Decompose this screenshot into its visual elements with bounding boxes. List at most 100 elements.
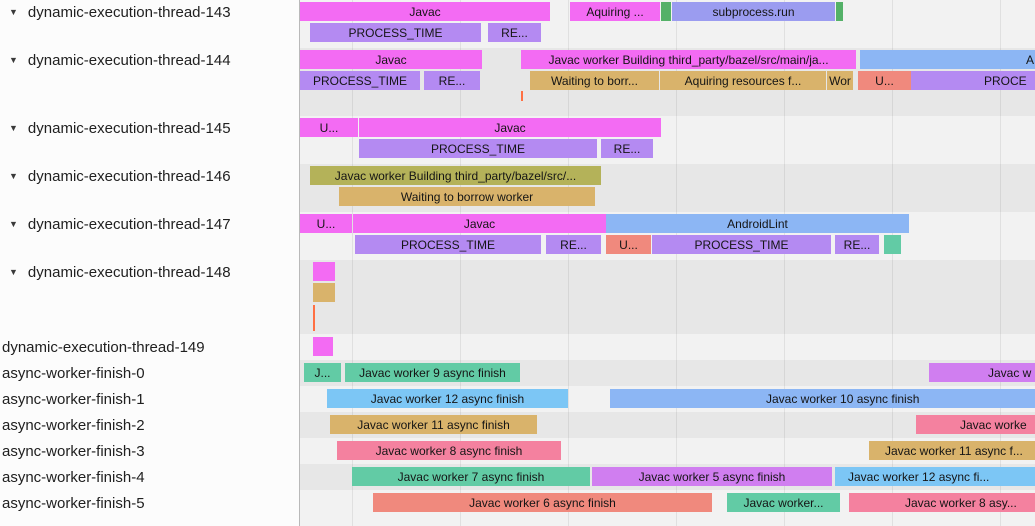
track-name-label: dynamic-execution-thread-147 [27, 215, 231, 233]
slice-javac[interactable]: Javac [300, 50, 482, 69]
slice-label: RE... [560, 237, 587, 252]
slice-unlabeled[interactable] [313, 262, 335, 281]
collapse-triangle-icon[interactable]: ▼ [9, 7, 18, 17]
slice-u[interactable]: U... [300, 214, 352, 233]
slice-re[interactable]: RE... [601, 139, 653, 158]
slice-javac[interactable]: Javac [359, 118, 661, 137]
slice-javac-worker-6-async-finish[interactable]: Javac worker 6 async finish [373, 493, 712, 512]
slice-javac-worker-building-third-party-bazel-src-main-ja[interactable]: Javac worker Building third_party/bazel/… [521, 50, 856, 69]
slice-javac-worker-7-async-finish[interactable]: Javac worker 7 async finish [352, 467, 590, 486]
sidebar-track-filler [0, 516, 299, 526]
slice-unlabeled[interactable] [313, 283, 335, 302]
slice-process-time[interactable]: PROCESS_TIME [355, 235, 541, 254]
slice-subprocess-run[interactable]: subprocess.run [672, 2, 835, 21]
sidebar-track-async-worker-finish-2[interactable]: async-worker-finish-2 [0, 412, 299, 438]
slice-javac-worker-8-async-finish[interactable]: Javac worker 8 async finish [337, 441, 561, 460]
slice-j[interactable]: J... [304, 363, 341, 382]
sidebar-track-async-worker-finish-5[interactable]: async-worker-finish-5 [0, 490, 299, 516]
slice-label: AndroidLint [727, 216, 788, 231]
slice-javac-w[interactable]: Javac w [929, 363, 1035, 382]
gridline [352, 0, 353, 526]
slice-androidlint[interactable]: AndroidLint [606, 214, 909, 233]
slice-u[interactable]: U... [606, 235, 651, 254]
slice-javac-worker-5-async-finish[interactable]: Javac worker 5 async finish [592, 467, 832, 486]
sidebar-track-async-worker-finish-0[interactable]: async-worker-finish-0 [0, 360, 299, 386]
timeline-track-dynamic-execution-thread-149 [300, 334, 1035, 360]
collapse-triangle-icon[interactable]: ▼ [9, 123, 18, 133]
slice-label: PROCESS_TIME [694, 237, 789, 252]
timeline-track-async-worker-finish-0: J... Javac worker 9 async finish Javac w [300, 360, 1035, 386]
slice-javac-worker-11-async-f[interactable]: Javac worker 11 async f... [869, 441, 1035, 460]
slice-re[interactable]: RE... [488, 23, 541, 42]
collapse-triangle-icon[interactable]: ▼ [9, 171, 18, 181]
slice-process-time[interactable]: PROCESS_TIME [300, 71, 420, 90]
slice-u[interactable]: U... [858, 71, 911, 90]
slice-javac-worker-9-async-finish[interactable]: Javac worker 9 async finish [345, 363, 520, 382]
slice-waiting-to-borr[interactable]: Waiting to borr... [530, 71, 659, 90]
slice-javac-worker-8-asy[interactable]: Javac worker 8 asy... [849, 493, 1035, 512]
track-name-label: async-worker-finish-4 [2, 468, 145, 486]
slice-label: Javac [494, 120, 526, 135]
timeline-track-dynamic-execution-thread-147: U... Javac AndroidLint PROCESS_TIME RE... U..… [300, 212, 1035, 260]
timeline-track-async-worker-finish-3: Javac worker 8 async finish Javac worker … [300, 438, 1035, 464]
slice-javac-worke[interactable]: Javac worke [916, 415, 1035, 434]
slice-wor[interactable]: Wor [827, 71, 853, 90]
slice-javac-worker-10-async-finish[interactable]: Javac worker 10 async finish [610, 389, 1035, 408]
slice-javac-worker-12-async-finish[interactable]: Javac worker 12 async finish [327, 389, 568, 408]
slice-unlabeled[interactable] [661, 2, 671, 21]
sidebar-track-async-worker-finish-3[interactable]: async-worker-finish-3 [0, 438, 299, 464]
slice-u[interactable]: U... [300, 118, 358, 137]
slice-re[interactable]: RE... [835, 235, 879, 254]
slice-label: Javac worker 5 async finish [638, 469, 786, 484]
slice-proce[interactable]: PROCE [911, 71, 1035, 90]
slice-label: Javac [409, 4, 441, 19]
slice-waiting-to-borrow-worker[interactable]: Waiting to borrow worker [339, 187, 595, 206]
slice-javac-worker[interactable]: Javac worker... [727, 493, 840, 512]
slice-process-time[interactable]: PROCESS_TIME [310, 23, 481, 42]
flow-marker [313, 305, 315, 331]
slice-label: RE... [843, 237, 871, 252]
sidebar-track-dynamic-execution-thread-144[interactable]: ▼ dynamic-execution-thread-144 [0, 48, 299, 116]
slice-unlabeled[interactable] [836, 2, 843, 21]
sidebar-track-dynamic-execution-thread-148[interactable]: ▼ dynamic-execution-thread-148 [0, 260, 299, 334]
slice-label: Javac worker Building third_party/bazel/… [334, 168, 577, 183]
slice-label: Javac worker 10 async finish [766, 391, 920, 406]
collapse-triangle-icon[interactable]: ▼ [9, 219, 18, 229]
slice-label: Javac worker 12 async finish [370, 391, 525, 406]
collapse-triangle-icon[interactable]: ▼ [9, 267, 18, 277]
slice-unlabeled[interactable] [884, 235, 901, 254]
slice-javac-worker-12-async-fi[interactable]: Javac worker 12 async fi... [835, 467, 1035, 486]
slice-aquiring[interactable]: Aquiring ... [570, 2, 660, 21]
timeline-track-async-worker-finish-2: Javac worker 11 async finish Javac worke [300, 412, 1035, 438]
slice-label: PROCESS_TIME [400, 237, 496, 252]
track-name-label: dynamic-execution-thread-146 [27, 167, 231, 185]
slice-a[interactable]: A [860, 50, 1035, 69]
track-name-label: async-worker-finish-2 [2, 416, 145, 434]
slice-javac-worker-11-async-finish[interactable]: Javac worker 11 async finish [330, 415, 537, 434]
slice-re[interactable]: RE... [424, 71, 480, 90]
flow-marker [521, 91, 523, 101]
slice-label: PROCESS_TIME [348, 25, 443, 40]
gridline [1000, 0, 1001, 526]
slice-javac[interactable]: Javac [353, 214, 606, 233]
timeline-track-async-worker-finish-1: Javac worker 12 async finish Javac worker… [300, 386, 1035, 412]
slice-javac-worker-building-third-party-bazel-src[interactable]: Javac worker Building third_party/bazel/… [310, 166, 601, 185]
slice-unlabeled[interactable] [313, 337, 333, 356]
slice-label: Aquiring ... [586, 4, 644, 19]
gridline [784, 0, 785, 526]
slice-re[interactable]: RE... [546, 235, 601, 254]
slice-process-time[interactable]: PROCESS_TIME [359, 139, 597, 158]
sidebar-track-dynamic-execution-thread-146[interactable]: ▼ dynamic-execution-thread-146 [0, 164, 299, 212]
sidebar-track-dynamic-execution-thread-147[interactable]: ▼ dynamic-execution-thread-147 [0, 212, 299, 260]
sidebar-track-dynamic-execution-thread-145[interactable]: ▼ dynamic-execution-thread-145 [0, 116, 299, 164]
collapse-triangle-icon[interactable]: ▼ [9, 55, 18, 65]
slice-process-time[interactable]: PROCESS_TIME [652, 235, 831, 254]
timeline-track-async-worker-finish-5: Javac worker 6 async finish Javac worker.… [300, 490, 1035, 516]
sidebar-track-async-worker-finish-1[interactable]: async-worker-finish-1 [0, 386, 299, 412]
sidebar-track-dynamic-execution-thread-149[interactable]: dynamic-execution-thread-149 [0, 334, 299, 360]
slice-aquiring-resources-f[interactable]: Aquiring resources f... [660, 71, 826, 90]
slice-javac[interactable]: Javac [300, 2, 550, 21]
sidebar-track-dynamic-execution-thread-143[interactable]: ▼ dynamic-execution-thread-143 [0, 0, 299, 48]
sidebar-track-async-worker-finish-4[interactable]: async-worker-finish-4 [0, 464, 299, 490]
slice-label: Waiting to borrow worker [400, 189, 534, 204]
